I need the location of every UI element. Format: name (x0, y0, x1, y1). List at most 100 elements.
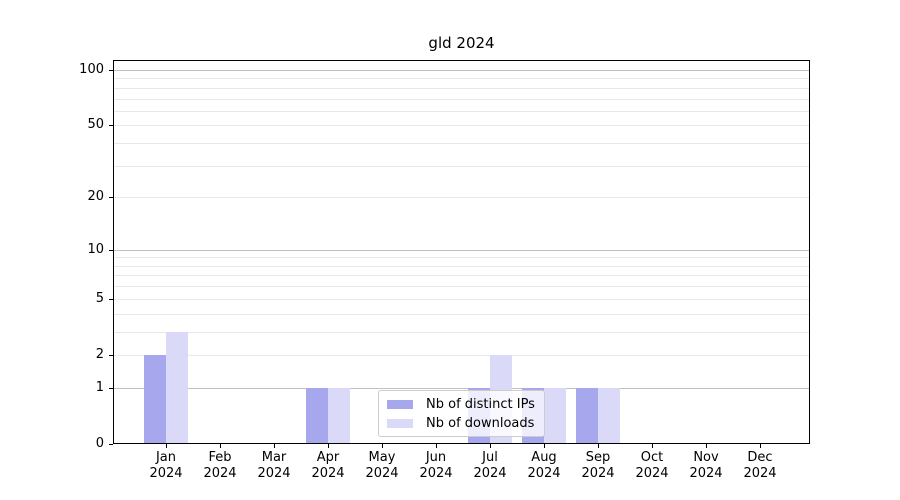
bar-jan-distinct-ips (144, 355, 166, 444)
x-tick-month-sep: Sep (585, 450, 611, 465)
x-tick-label-feb: Feb 2024 (190, 450, 250, 482)
x-tick-label-jun: Jun 2024 (406, 450, 466, 482)
y-tick-5 (109, 299, 113, 300)
x-tick-month-apr: Apr (316, 450, 340, 465)
y-tick-label-100: 100 (79, 62, 104, 77)
x-tick-label-may: May 2024 (352, 450, 412, 482)
minor-gridline-50 (113, 125, 810, 126)
x-tick-month-jun: Jun (425, 450, 447, 465)
major-gridline-100 (113, 70, 810, 71)
x-tick-may (382, 444, 383, 448)
legend-swatch-distinct-ips (387, 399, 413, 409)
bar-apr-distinct-ips (306, 388, 328, 444)
x-tick-jul (490, 444, 491, 448)
y-tick-label-10: 10 (87, 242, 104, 257)
x-tick-year-nov: 2024 (689, 466, 723, 481)
chart-title: gld 2024 (428, 34, 495, 52)
x-tick-label-mar: Mar 2024 (244, 450, 304, 482)
plot-area: Nb of distinct IPs Nb of downloads (113, 60, 810, 444)
y-tick-label-20: 20 (87, 189, 104, 204)
minor-gridline-20 (113, 197, 810, 198)
y-tick-20 (109, 197, 113, 198)
legend-swatch-downloads (387, 418, 413, 428)
x-tick-year-aug: 2024 (527, 466, 561, 481)
x-tick-year-jun: 2024 (419, 466, 453, 481)
x-tick-jan (166, 444, 167, 448)
minor-gridline-60 (113, 111, 810, 112)
x-tick-month-jul: Jul (482, 450, 498, 465)
x-tick-year-mar: 2024 (257, 466, 291, 481)
y-tick-50 (109, 125, 113, 126)
plot-frame (113, 60, 810, 444)
x-tick-month-nov: Nov (693, 450, 719, 465)
x-tick-label-apr: Apr 2024 (298, 450, 358, 482)
legend-row-downloads: Nb of downloads (387, 416, 536, 431)
x-tick-sep (598, 444, 599, 448)
bar-sep-downloads (598, 388, 620, 444)
x-tick-jun (436, 444, 437, 448)
x-tick-label-nov: Nov 2024 (676, 450, 736, 482)
y-tick-label-50: 50 (87, 117, 104, 132)
x-tick-nov (706, 444, 707, 448)
legend-label-distinct-ips: Nb of distinct IPs (426, 396, 535, 412)
x-tick-year-dec: 2024 (743, 466, 777, 481)
x-tick-year-oct: 2024 (635, 466, 669, 481)
y-tick-label-0: 0 (95, 436, 104, 451)
x-tick-label-oct: Oct 2024 (622, 450, 682, 482)
x-tick-oct (652, 444, 653, 448)
y-tick-2 (109, 355, 113, 356)
legend: Nb of distinct IPs Nb of downloads (378, 390, 545, 437)
x-tick-year-may: 2024 (365, 466, 399, 481)
x-tick-year-sep: 2024 (581, 466, 615, 481)
x-tick-label-jul: Jul 2024 (460, 450, 520, 482)
x-tick-month-oct: Oct (640, 450, 664, 465)
x-tick-apr (328, 444, 329, 448)
y-tick-label-2: 2 (95, 347, 104, 362)
x-tick-mar (274, 444, 275, 448)
x-tick-year-jan: 2024 (149, 466, 183, 481)
minor-gridline-40 (113, 143, 810, 144)
legend-label-downloads: Nb of downloads (426, 415, 535, 431)
legend-row-distinct-ips: Nb of distinct IPs (387, 397, 536, 412)
x-tick-month-mar: Mar (261, 450, 287, 465)
bar-apr-downloads (328, 388, 350, 444)
x-tick-year-jul: 2024 (473, 466, 507, 481)
x-tick-month-feb: Feb (208, 450, 232, 465)
x-tick-month-may: May (368, 450, 396, 465)
minor-gridline-6 (113, 286, 810, 287)
y-tick-label-5: 5 (95, 291, 104, 306)
minor-gridline-80 (113, 88, 810, 89)
minor-gridline-90 (113, 78, 810, 79)
minor-gridline-3 (113, 332, 810, 333)
bar-aug-downloads (544, 388, 566, 444)
x-tick-month-aug: Aug (531, 450, 557, 465)
minor-gridline-2 (113, 355, 810, 356)
x-tick-year-apr: 2024 (311, 466, 345, 481)
minor-gridline-4 (113, 314, 810, 315)
x-tick-year-feb: 2024 (203, 466, 237, 481)
x-tick-label-dec: Dec 2024 (730, 450, 790, 482)
x-tick-label-aug: Aug 2024 (514, 450, 574, 482)
y-tick-100 (109, 70, 113, 71)
minor-gridline-7 (113, 275, 810, 276)
y-tick-10 (109, 250, 113, 251)
minor-gridline-8 (113, 266, 810, 267)
y-tick-label-1: 1 (95, 380, 104, 395)
x-tick-month-jan: Jan (155, 450, 177, 465)
bar-sep-distinct-ips (576, 388, 598, 444)
x-tick-feb (220, 444, 221, 448)
y-tick-1 (109, 388, 113, 389)
x-tick-label-jan: Jan 2024 (136, 450, 196, 482)
bar-jan-downloads (166, 332, 188, 444)
minor-gridline-5 (113, 299, 810, 300)
major-gridline-10 (113, 250, 810, 251)
minor-gridline-70 (113, 99, 810, 100)
x-tick-label-sep: Sep 2024 (568, 450, 628, 482)
major-gridline-1 (113, 388, 810, 389)
x-tick-dec (760, 444, 761, 448)
minor-gridline-9 (113, 257, 810, 258)
x-tick-aug (544, 444, 545, 448)
minor-gridline-30 (113, 166, 810, 167)
y-tick-0 (109, 444, 113, 445)
